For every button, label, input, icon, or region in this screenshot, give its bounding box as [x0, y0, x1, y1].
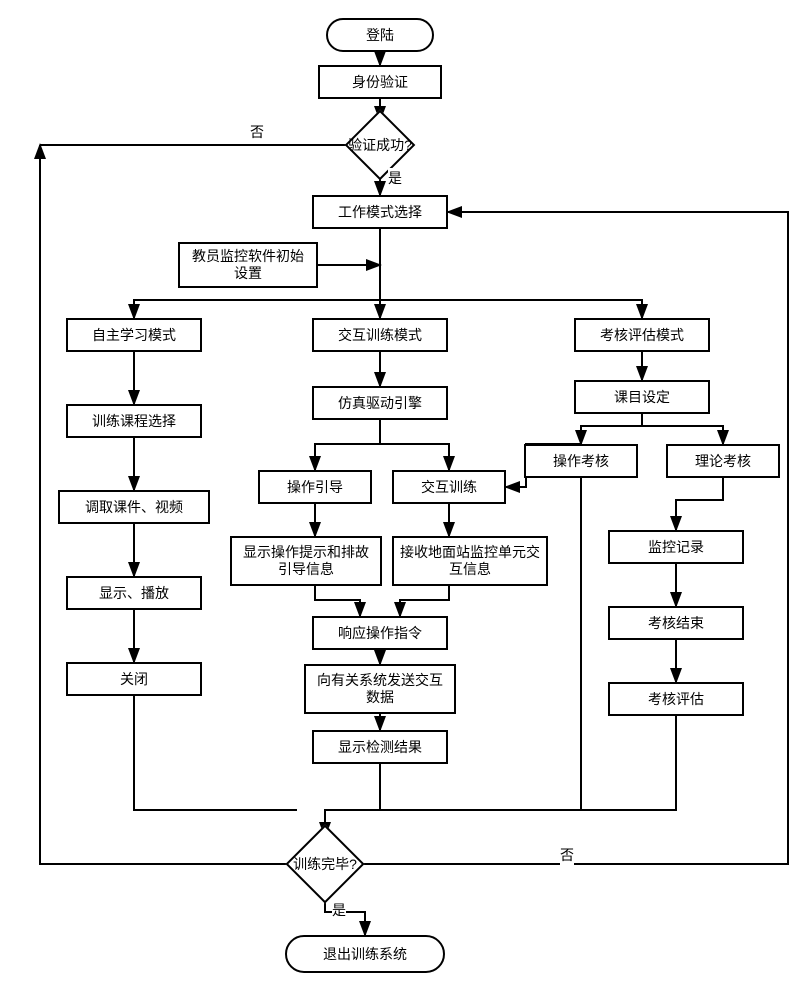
edge: [581, 414, 642, 444]
subject_set: 课目设定: [574, 380, 710, 414]
theory_assess: 理论考核: [666, 444, 780, 478]
respond_cmd: 响应操作指令: [312, 616, 448, 650]
edge: [315, 420, 380, 470]
edge: [400, 586, 449, 616]
edge: [134, 696, 297, 810]
study_mode: 自主学习模式: [66, 318, 202, 352]
identity: 身份验证: [318, 65, 442, 99]
exit: 退出训练系统: [285, 935, 445, 973]
inter_train: 交互训练: [392, 470, 506, 504]
edge: [134, 300, 380, 318]
sim_engine: 仿真驱动引擎: [312, 386, 448, 420]
op_assess: 操作考核: [524, 444, 638, 478]
assess_eval: 考核评估: [608, 682, 744, 716]
assess_mode: 考核评估模式: [574, 318, 710, 352]
course_select: 训练课程选择: [66, 404, 202, 438]
close: 关闭: [66, 662, 202, 696]
show_hint: 显示操作提示和排故引导信息: [230, 536, 382, 586]
monitor_record: 监控记录: [608, 530, 744, 564]
edge: [642, 426, 723, 444]
teacher_init: 教员监控软件初始设置: [178, 242, 318, 288]
op_guide: 操作引导: [258, 470, 372, 504]
edge: [676, 478, 723, 530]
done_diamond: 训练完毕?: [265, 852, 385, 876]
recv_ground: 接收地面站监控单元交互信息: [392, 536, 548, 586]
send_inter: 向有关系统发送交互数据: [304, 664, 456, 714]
edge: [315, 586, 360, 616]
edge-label-yes2: 是: [332, 900, 346, 920]
edge-label-no1: 否: [250, 122, 264, 142]
fetch_media: 调取课件、视频: [58, 490, 210, 524]
edge-label-yes1: 是: [388, 168, 402, 188]
mode_select: 工作模式选择: [312, 195, 448, 229]
edge: [380, 300, 642, 318]
assess_end: 考核结束: [608, 606, 744, 640]
verify_diamond: 验证成功?: [320, 133, 440, 157]
edge: [325, 764, 380, 836]
play: 显示、播放: [66, 576, 202, 610]
show_result: 显示检测结果: [312, 730, 448, 764]
train_mode: 交互训练模式: [312, 318, 448, 352]
edge: [380, 444, 449, 470]
edge-label-no2: 否: [560, 845, 574, 865]
login: 登陆: [326, 18, 434, 52]
flowchart-root: 登陆身份验证验证成功?工作模式选择教员监控软件初始设置自主学习模式交互训练模式考…: [0, 0, 810, 1000]
